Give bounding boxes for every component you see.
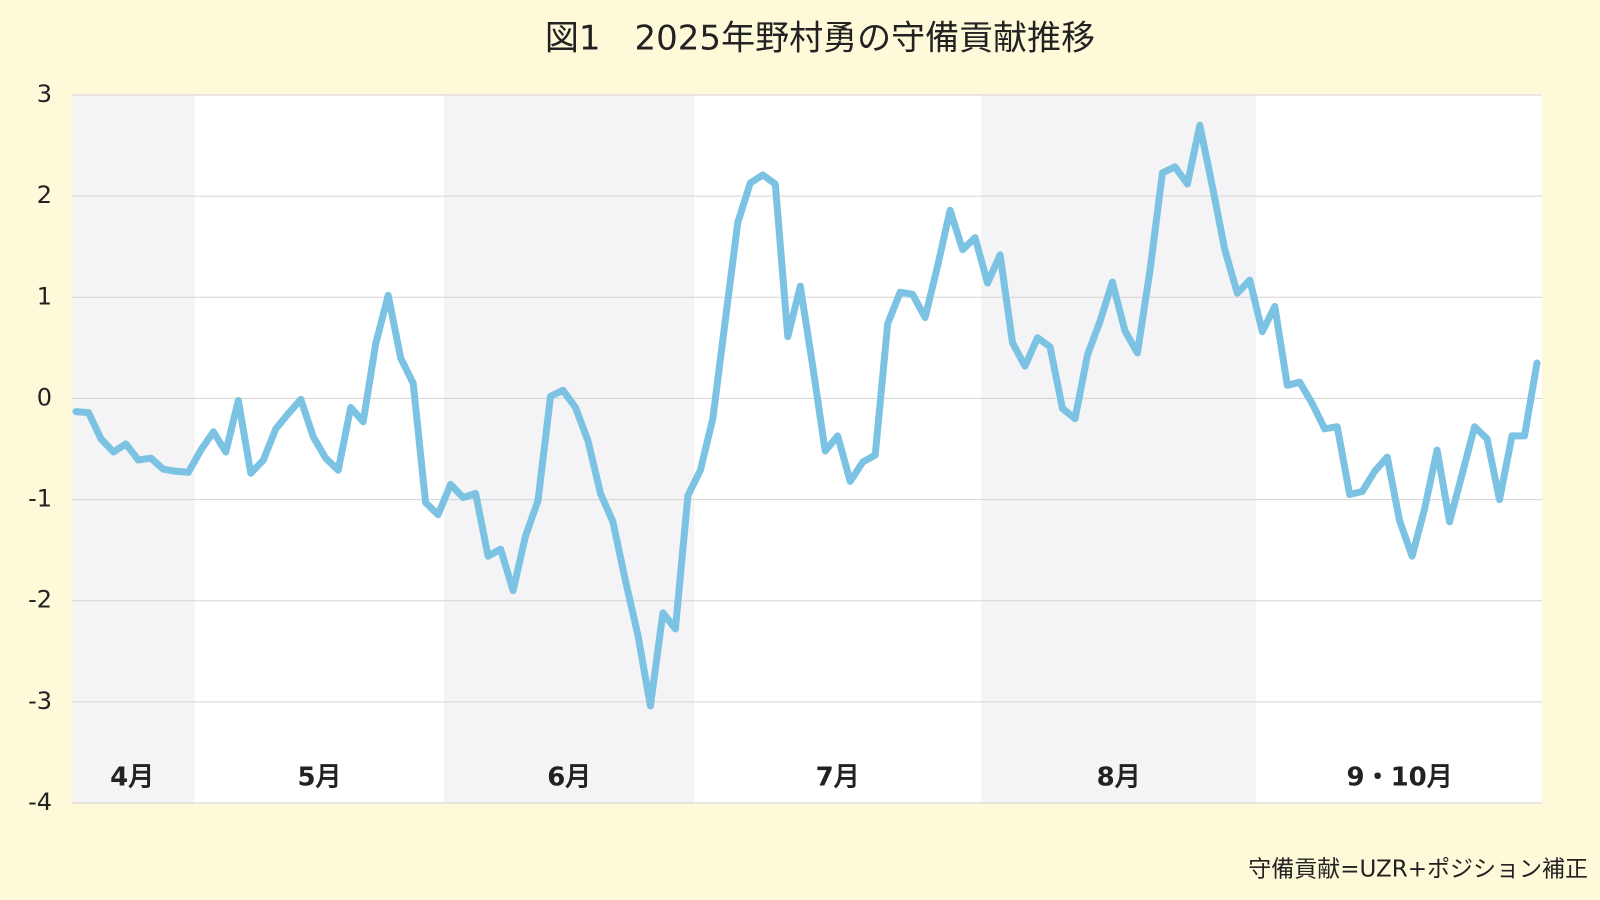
y-tick-label: -1 <box>28 485 52 513</box>
month-label: 6月 <box>547 763 591 793</box>
y-tick-label: 3 <box>37 80 52 108</box>
month-label: 4月 <box>110 763 154 793</box>
data-line <box>72 121 1541 710</box>
note: 守備貢献=UZR+ポジション補正 <box>1248 857 1588 883</box>
y-tick-label: -3 <box>28 687 52 715</box>
month-label: 7月 <box>816 763 860 793</box>
month-band <box>981 95 1257 803</box>
chart-title: 図1 2025年野村勇の守備貢献推移 <box>545 19 1095 59</box>
y-tick-label: 1 <box>37 282 52 310</box>
month-band <box>1256 95 1542 803</box>
month-band <box>444 95 695 803</box>
y-tick-label: -2 <box>28 586 52 614</box>
y-tick-label: 0 <box>37 383 52 411</box>
y-tick-label: -4 <box>28 788 52 816</box>
month-label: 5月 <box>297 763 341 793</box>
month-label: 8月 <box>1097 763 1141 793</box>
y-tick-label: 2 <box>37 181 52 209</box>
month-label: 9・10月 <box>1347 763 1453 793</box>
